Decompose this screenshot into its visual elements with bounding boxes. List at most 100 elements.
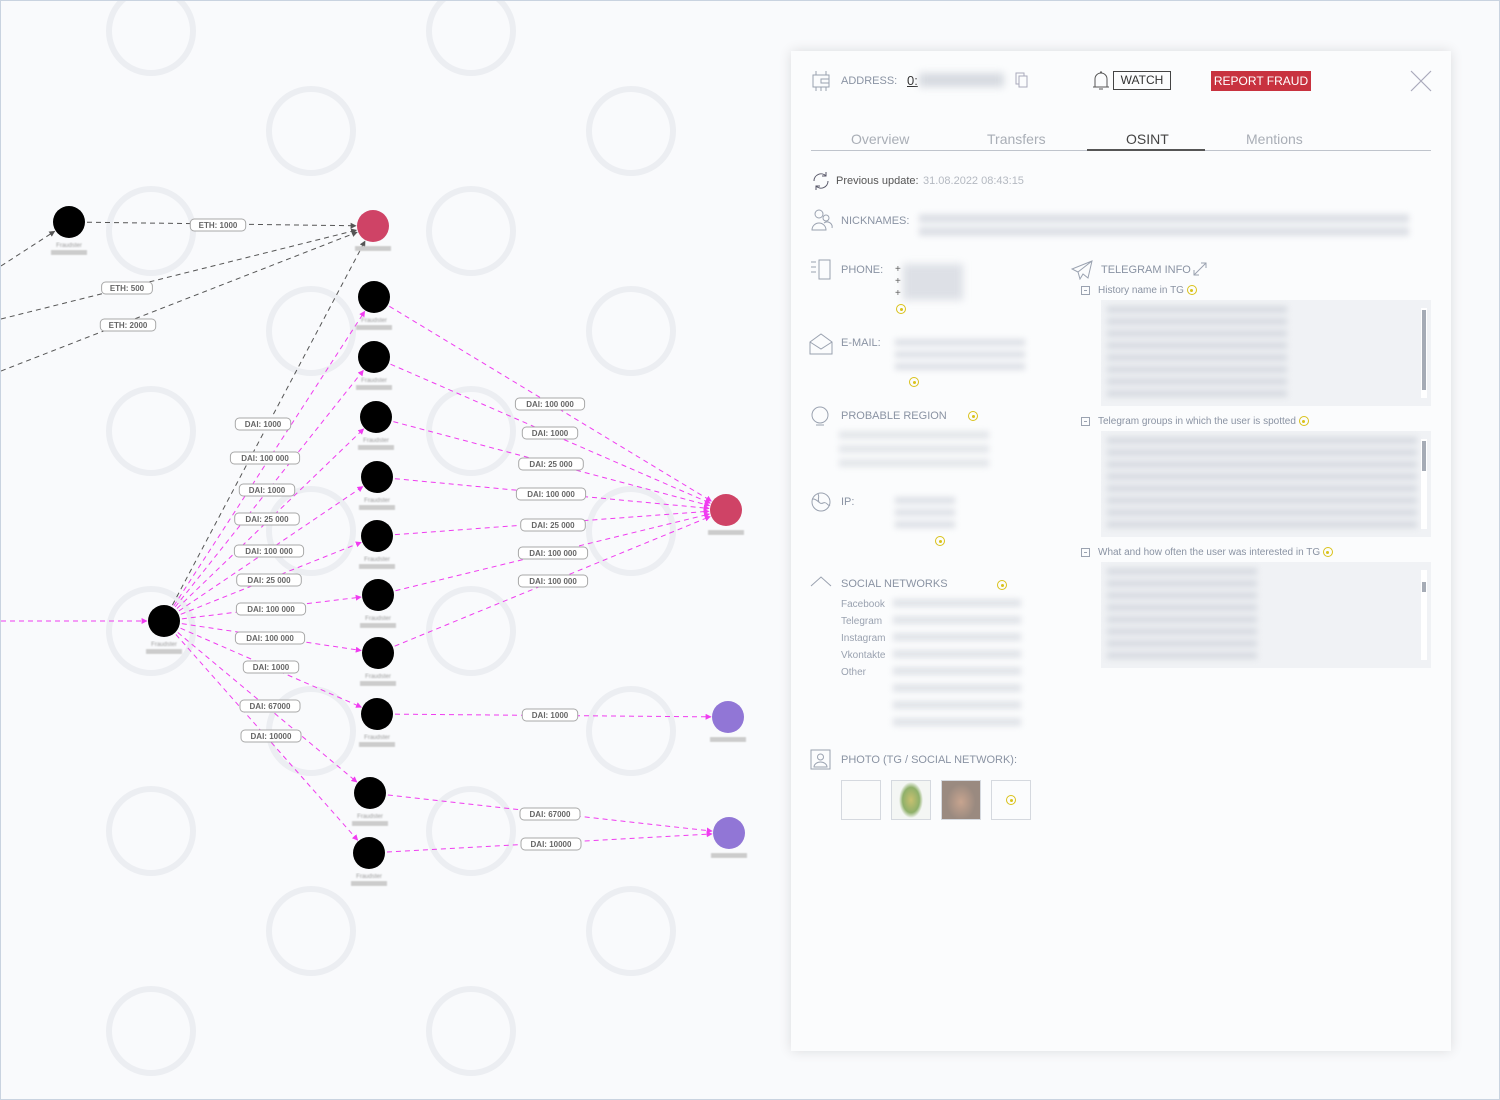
edge-label[interactable]: DAI: 100 000 [517, 546, 589, 560]
edge-line[interactable] [377, 515, 711, 654]
collapse-icon[interactable] [1081, 547, 1090, 557]
add-phone-icon[interactable] [896, 304, 906, 315]
edge-label[interactable]: DAI: 100 000 [514, 397, 586, 411]
node-label: Fraudster [364, 735, 390, 741]
scrollbar[interactable] [1421, 439, 1427, 529]
edge-line[interactable] [1, 230, 56, 267]
collapse-icon[interactable] [1081, 416, 1090, 426]
edge-label-text: DAI: 10000 [531, 840, 572, 849]
edge-label[interactable]: ETH: 2000 [99, 318, 157, 332]
scrollbar[interactable] [1421, 308, 1427, 398]
edge-line[interactable] [163, 620, 358, 783]
tg-groups-header[interactable]: Telegram groups in which the user is spo… [1081, 416, 1309, 427]
telegram-info-label: TELEGRAM INFO [1101, 264, 1191, 276]
add-region-icon[interactable] [968, 411, 979, 422]
expand-icon[interactable] [1193, 262, 1207, 276]
edge-label-text: DAI: 25 000 [529, 460, 573, 469]
graph-node[interactable] [361, 461, 393, 493]
report-fraud-button[interactable]: REPORT FRAUD [1211, 71, 1311, 91]
edge-label[interactable]: DAI: 1000 [238, 483, 296, 497]
edge-label[interactable]: DAI: 100 000 [517, 574, 589, 588]
add-social-icon[interactable] [997, 580, 1008, 591]
edge-label[interactable]: ETH: 1000 [189, 218, 247, 232]
edge-label[interactable]: DAI: 25 000 [520, 518, 586, 532]
graph-node[interactable] [360, 401, 392, 433]
edge-label[interactable]: DAI: 25 000 [236, 573, 302, 587]
tab-transfers[interactable]: Transfers [987, 131, 1046, 147]
graph-node[interactable] [148, 605, 180, 637]
photo-label: PHOTO (TG / SOCIAL NETWORK): [841, 754, 1018, 766]
edge-line[interactable] [1, 228, 358, 320]
edge-line[interactable] [377, 512, 711, 596]
edge-label[interactable]: DAI: 1000 [242, 660, 300, 674]
edge-line[interactable] [373, 296, 712, 502]
graph-node[interactable] [710, 494, 742, 526]
tg-interest-box[interactable] [1101, 562, 1431, 668]
edge-line[interactable] [163, 310, 366, 622]
edge-label[interactable]: DAI: 10000 [240, 729, 302, 743]
photo-thumbnail[interactable] [891, 780, 931, 820]
watch-button[interactable]: WATCH [1113, 71, 1171, 90]
edge-label[interactable]: DAI: 100 000 [515, 487, 587, 501]
tg-groups-box[interactable] [1101, 431, 1431, 537]
graph-node[interactable] [357, 210, 389, 242]
collapse-icon[interactable] [1081, 285, 1090, 295]
scrollbar[interactable] [1421, 570, 1427, 660]
edge-label[interactable]: DAI: 1000 [521, 708, 579, 722]
graph-node[interactable] [358, 341, 390, 373]
add-icon[interactable] [1186, 285, 1197, 296]
tg-history-header[interactable]: History name in TG [1081, 285, 1197, 296]
photo-thumbnail[interactable] [941, 780, 981, 820]
graph-node[interactable] [353, 837, 385, 869]
graph-node[interactable] [53, 206, 85, 238]
edge-line[interactable] [68, 221, 357, 229]
edge-label[interactable]: DAI: 100 000 [233, 544, 305, 558]
edge-label[interactable]: DAI: 25 000 [518, 457, 584, 471]
edge-label[interactable]: ETH: 500 [101, 281, 153, 295]
edge-label[interactable]: DAI: 100 000 [229, 451, 301, 465]
phone-item: + [895, 288, 901, 299]
copy-icon[interactable] [1015, 72, 1029, 88]
graph-node[interactable] [713, 817, 745, 849]
add-icon[interactable] [1298, 416, 1309, 427]
edge-label-text: DAI: 1000 [245, 420, 282, 429]
tab-overview[interactable]: Overview [851, 131, 910, 147]
edge-label[interactable]: DAI: 25 000 [234, 512, 300, 526]
tg-interest-header[interactable]: What and how often the user was interest… [1081, 547, 1333, 558]
edge-label-text: DAI: 100 000 [246, 634, 294, 643]
edge-label[interactable]: DAI: 100 000 [235, 602, 307, 616]
graph-node[interactable] [362, 637, 394, 669]
address-value[interactable]: 0: [907, 73, 918, 88]
graph-node[interactable] [354, 777, 386, 809]
graph-node[interactable] [361, 520, 393, 552]
hidden-content [1107, 437, 1417, 529]
tab-osint[interactable]: OSINT [1126, 131, 1169, 147]
edge-line[interactable] [1, 231, 358, 372]
edge-line[interactable] [376, 713, 712, 720]
add-icon[interactable] [1322, 547, 1333, 558]
edge-label[interactable]: DAI: 10000 [520, 837, 582, 851]
graph-node[interactable] [358, 281, 390, 313]
edge-label[interactable]: DAI: 67000 [239, 699, 301, 713]
chevron-up-icon[interactable] [810, 576, 832, 588]
graph-node[interactable] [361, 698, 393, 730]
close-icon[interactable] [1410, 70, 1432, 92]
add-photo-button[interactable] [991, 780, 1031, 820]
tg-history-box[interactable] [1101, 300, 1431, 406]
edge-label[interactable]: DAI: 67000 [519, 807, 581, 821]
edge-label[interactable]: DAI: 1000 [521, 426, 579, 440]
watermark-logo [266, 286, 356, 376]
edge-label[interactable]: DAI: 1000 [234, 417, 292, 431]
bell-icon[interactable] [1092, 70, 1110, 92]
add-email-icon[interactable] [909, 377, 920, 388]
edge-label-text: DAI: 67000 [250, 702, 291, 711]
transaction-graph[interactable]: ETH: 1000 ETH: 500 ETH: 2000 DAI: 1000 DAI: … [1, 1, 791, 1091]
photo-thumbnail[interactable] [841, 780, 881, 820]
add-ip-icon[interactable] [935, 536, 946, 547]
graph-node[interactable] [362, 579, 394, 611]
graph-node[interactable] [712, 701, 744, 733]
refresh-icon[interactable] [811, 171, 831, 191]
tab-mentions[interactable]: Mentions [1246, 131, 1303, 147]
edge-label[interactable]: DAI: 100 000 [234, 631, 306, 645]
phone-hidden [903, 264, 963, 300]
